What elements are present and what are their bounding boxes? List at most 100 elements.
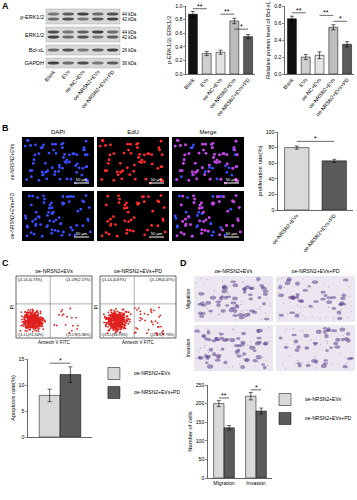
- svg-text:20: 20: [269, 191, 275, 197]
- svg-text:Q1-UR(2.57%): Q1-UR(2.57%): [65, 278, 91, 282]
- svg-text:Q1-LR(5.36%): Q1-LR(5.36%): [66, 333, 91, 337]
- svg-text:0.2: 0.2: [274, 54, 281, 60]
- svg-text:Annexin V FITC: Annexin V FITC: [38, 340, 71, 345]
- svg-text:42 kDa: 42 kDa: [122, 35, 137, 40]
- svg-text:D: D: [180, 258, 187, 268]
- svg-text:oe-NRSN2+EVs+PD: oe-NRSN2+EVs+PD: [305, 415, 352, 421]
- svg-text:oe-NRSN2+EVs+PD: oe-NRSN2+EVs+PD: [80, 69, 116, 110]
- svg-text:oe-NRSN2+EVs: oe-NRSN2+EVs: [134, 370, 171, 376]
- svg-text:*: *: [339, 15, 342, 22]
- svg-text:36 kDa: 36 kDa: [122, 61, 137, 66]
- svg-text:**: **: [224, 8, 230, 15]
- svg-text:Apoptosis rate(%): Apoptosis rate(%): [10, 375, 16, 421]
- svg-text:150: 150: [196, 419, 205, 425]
- svg-text:Q1-UL(0.73%): Q1-UL(0.73%): [18, 278, 43, 282]
- svg-text:EVs: EVs: [199, 76, 210, 87]
- svg-text:Merge: Merge: [199, 129, 217, 135]
- svg-text:50 μm: 50 μm: [151, 177, 163, 182]
- svg-text:0.8: 0.8: [175, 16, 182, 22]
- svg-text:oe-NRSN2+EVs: oe-NRSN2+EVs: [305, 396, 342, 402]
- svg-text:60: 60: [269, 160, 275, 166]
- svg-text:oe-NRSN2+EVs: oe-NRSN2+EVs: [307, 76, 336, 109]
- svg-text:0: 0: [21, 434, 24, 440]
- svg-text:proliferation rate(%): proliferation rate(%): [257, 145, 263, 196]
- svg-text:p-ERK1/2: p-ERK1/2: [20, 14, 44, 20]
- svg-text:Q1-UL(0.87%): Q1-UL(0.87%): [102, 278, 127, 282]
- svg-text:Annexin V FITC: Annexin V FITC: [122, 340, 155, 345]
- svg-text:0.4: 0.4: [175, 44, 182, 50]
- svg-text:80: 80: [269, 144, 275, 150]
- svg-text:oe-NRSN2+EVs+PD: oe-NRSN2+EVs+PD: [292, 268, 340, 274]
- svg-text:oe-NRSN2+EVs+PD: oe-NRSN2+EVs+PD: [314, 77, 350, 118]
- svg-text:0.2: 0.2: [175, 57, 182, 63]
- svg-text:Q1-LR(7.73%): Q1-LR(7.73%): [150, 333, 175, 337]
- svg-text:Invasion: Invasion: [246, 480, 265, 486]
- svg-text:oe-NRSN2+EVs+PD: oe-NRSN2+EVs+PD: [9, 193, 15, 240]
- svg-text:5: 5: [21, 408, 24, 414]
- svg-text:*: *: [240, 23, 243, 30]
- svg-text:EVs: EVs: [298, 76, 309, 87]
- svg-text:B: B: [2, 123, 9, 133]
- svg-text:50: 50: [199, 456, 205, 462]
- svg-text:Q1-LL(91.34%): Q1-LL(91.34%): [18, 333, 45, 337]
- svg-text:0: 0: [201, 475, 204, 481]
- svg-text:42 kDa: 42 kDa: [122, 17, 137, 22]
- svg-text:Bcl-xL: Bcl-xL: [29, 47, 44, 53]
- svg-text:1.0: 1.0: [175, 3, 182, 9]
- svg-text:0.0: 0.0: [274, 71, 281, 77]
- svg-text:oe-NRSN2+EVs+PD: oe-NRSN2+EVs+PD: [302, 213, 338, 254]
- svg-text:10: 10: [19, 382, 25, 388]
- svg-text:Blank: Blank: [183, 76, 196, 90]
- svg-text:0: 0: [271, 207, 274, 213]
- svg-text:Migration: Migration: [185, 289, 191, 310]
- svg-text:50 μm: 50 μm: [76, 231, 88, 236]
- svg-text:250: 250: [196, 382, 205, 388]
- svg-text:**: **: [296, 7, 302, 14]
- svg-text:Q1-UR(4.47%): Q1-UR(4.47%): [149, 278, 175, 282]
- svg-text:p-ERK1/2/ ERK1/2: p-ERK1/2/ ERK1/2: [166, 16, 172, 64]
- svg-text:50 μm: 50 μm: [226, 231, 238, 236]
- svg-text:ERK1/2: ERK1/2: [25, 32, 44, 38]
- svg-text:**: **: [323, 9, 329, 16]
- svg-text:*: *: [59, 357, 62, 364]
- svg-text:0.0: 0.0: [175, 71, 182, 77]
- svg-text:PI: PI: [10, 305, 15, 309]
- svg-text:0.6: 0.6: [274, 20, 281, 26]
- svg-text:oe-NRSN2+EVs: oe-NRSN2+EVs: [271, 212, 300, 245]
- svg-text:50 μm: 50 μm: [226, 177, 238, 182]
- svg-text:0.6: 0.6: [175, 30, 182, 36]
- svg-text:Invasion: Invasion: [185, 338, 191, 357]
- svg-text:*: *: [255, 384, 258, 391]
- svg-text:oe-NRSN2+EVs+PD: oe-NRSN2+EVs+PD: [134, 389, 181, 395]
- svg-text:0.8: 0.8: [274, 3, 281, 9]
- svg-text:100: 100: [266, 129, 275, 135]
- svg-text:40: 40: [269, 176, 275, 182]
- svg-text:26 kDa: 26 kDa: [122, 48, 137, 53]
- svg-text:oe-NRSN2+EVs+PD: oe-NRSN2+EVs+PD: [215, 77, 251, 118]
- svg-text:15: 15: [19, 356, 25, 362]
- svg-text:50 μm: 50 μm: [151, 231, 163, 236]
- svg-text:Migration: Migration: [213, 480, 234, 486]
- svg-text:GAPDH: GAPDH: [24, 60, 44, 66]
- svg-text:oe-NRSN2+EVs+PD: oe-NRSN2+EVs+PD: [114, 268, 162, 274]
- svg-text:EVs: EVs: [60, 68, 71, 79]
- svg-text:200: 200: [196, 400, 205, 406]
- svg-text:EdU: EdU: [127, 129, 139, 135]
- svg-text:Blank: Blank: [43, 68, 56, 82]
- svg-text:0.4: 0.4: [274, 37, 281, 43]
- svg-text:100: 100: [196, 438, 205, 444]
- svg-text:oe-NC+EVs: oe-NC+EVs: [201, 76, 224, 101]
- svg-text:oe-NRSN2+EVs: oe-NRSN2+EVs: [208, 76, 237, 109]
- svg-text:oe-NRSN2+EVs: oe-NRSN2+EVs: [215, 268, 253, 274]
- svg-text:oe-NRSN2+EVs: oe-NRSN2+EVs: [35, 268, 73, 274]
- svg-text:Number of cells: Number of cells: [187, 411, 193, 451]
- svg-text:Q1-LL(86.93%): Q1-LL(86.93%): [102, 333, 129, 337]
- svg-text:**: **: [197, 3, 203, 10]
- svg-text:*: *: [314, 135, 317, 142]
- svg-text:PI: PI: [94, 305, 99, 309]
- svg-text:oe-NRSN2+EVs: oe-NRSN2+EVs: [9, 143, 15, 180]
- svg-text:**: **: [221, 392, 227, 399]
- svg-text:C: C: [2, 258, 9, 268]
- svg-text:oe-NC+EVs: oe-NC+EVs: [300, 76, 323, 101]
- svg-text:Relative protein level of Bcl-: Relative protein level of Bcl-xL: [265, 0, 271, 79]
